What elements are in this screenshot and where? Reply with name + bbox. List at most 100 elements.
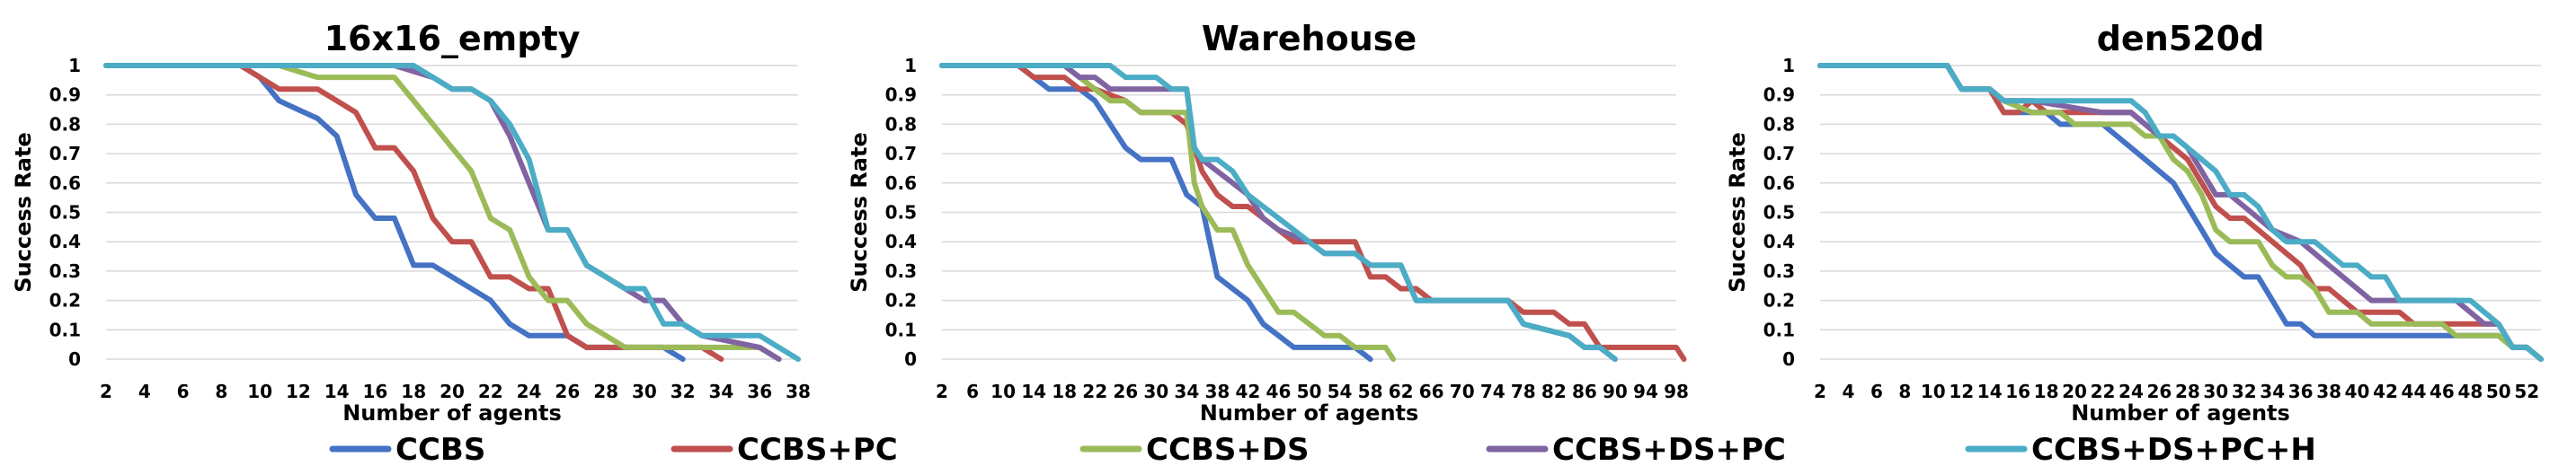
- series-line-ccbs-plus-ds-plus-pc-plus-h: [103, 63, 801, 362]
- x-tick-label: 22: [1082, 381, 1107, 402]
- x-tick-label: 94: [1633, 381, 1658, 402]
- x-tick-label: 38: [1204, 381, 1230, 402]
- x-tick-label: 50: [1297, 381, 1322, 402]
- x-tick-label: 58: [1358, 381, 1383, 402]
- chart-title: den520d: [2097, 19, 2265, 58]
- y-tick-label: 1: [68, 55, 81, 76]
- x-tick-label: 18: [401, 381, 426, 402]
- series-line-ccbs: [939, 63, 1373, 362]
- x-tick-label: 4: [138, 381, 151, 402]
- x-tick-label: 66: [1419, 381, 1444, 402]
- y-axis-label: Success Rate: [847, 132, 872, 292]
- x-tick-label: 42: [1235, 381, 1260, 402]
- x-tick-label: 38: [786, 381, 811, 402]
- x-tick-label: 34: [2260, 381, 2285, 402]
- x-tick-label: 82: [1541, 381, 1567, 402]
- x-tick-label: 18: [2034, 381, 2059, 402]
- x-tick-label: 2: [100, 381, 112, 402]
- x-tick-label: 14: [324, 381, 350, 402]
- x-tick-label: 24: [517, 381, 542, 402]
- x-tick-label: 38: [2316, 381, 2341, 402]
- x-tick-label: 22: [2091, 381, 2116, 402]
- y-tick-label: 0.7: [49, 143, 81, 164]
- x-tick-label: 42: [2373, 381, 2398, 402]
- x-tick-label: 2: [936, 381, 948, 402]
- y-tick-label: 0.1: [1763, 319, 1795, 340]
- y-tick-label: 0.2: [1763, 290, 1795, 312]
- x-tick-label: 86: [1572, 381, 1597, 402]
- x-tick-label: 14: [1021, 381, 1046, 402]
- x-tick-label: 8: [215, 381, 227, 402]
- y-tick-label: 1: [904, 55, 917, 76]
- y-tick-label: 0.9: [1763, 84, 1795, 106]
- x-tick-label: 34: [1174, 381, 1199, 402]
- x-tick-label: 2: [1814, 381, 1826, 402]
- y-tick-label: 0.3: [885, 260, 917, 282]
- x-tick-label: 10: [247, 381, 272, 402]
- y-tick-label: 0.5: [49, 202, 81, 224]
- legend-item: CCBS+DS: [1079, 432, 1310, 468]
- chart-panel-2: 00.10.20.30.40.50.60.70.80.912 6 10 14 18 22 2…: [847, 19, 1689, 426]
- x-tick-label: 48: [2457, 381, 2483, 402]
- y-tick-label: 0.3: [1763, 260, 1795, 282]
- y-tick-label: 0.4: [885, 231, 917, 252]
- x-tick-label: 54: [1328, 381, 1353, 402]
- x-tick-label: 70: [1450, 381, 1475, 402]
- y-tick-label: 0.3: [49, 260, 81, 282]
- y-axis-label: Success Rate: [11, 132, 36, 292]
- x-tick-label: 4: [1842, 381, 1854, 402]
- x-tick-label: 24: [2119, 381, 2144, 402]
- series-line-ccbs-plus-ds-plus-pc-plus-h: [1817, 63, 2544, 362]
- y-tick-label: 0.9: [49, 84, 81, 106]
- y-tick-label: 0.5: [885, 202, 917, 224]
- x-tick-label: 52: [2514, 381, 2539, 402]
- x-tick-label: 18: [1052, 381, 1077, 402]
- x-tick-label: 26: [1113, 381, 1138, 402]
- legend-label: CCBS: [395, 432, 485, 468]
- y-tick-label: 0.5: [1763, 202, 1795, 224]
- x-tick-label: 26: [2146, 381, 2172, 402]
- legend-item: CCBS+DS+PC: [1486, 432, 1786, 468]
- series-line-ccbs-plus-ds: [1817, 63, 2544, 362]
- y-tick-label: 0.9: [885, 84, 917, 106]
- legend-label: CCBS+DS+PC: [1552, 432, 1786, 468]
- series-line-ccbs-plus-pc: [1817, 63, 2544, 362]
- x-tick-label: 36: [2288, 381, 2314, 402]
- chart-title: Warehouse: [1202, 19, 1417, 58]
- chart-panel-1: 00.10.20.30.40.50.60.70.80.912 4 6 8 10 12 14 1…: [11, 19, 811, 426]
- y-tick-label: 0.6: [885, 172, 917, 194]
- x-tick-label: 36: [747, 381, 772, 402]
- legend-item: CCBS: [329, 432, 485, 468]
- x-tick-label: 98: [1664, 381, 1689, 402]
- x-tick-label: 90: [1603, 381, 1628, 402]
- y-tick-label: 0.1: [49, 319, 81, 340]
- legend-item: CCBS+DS+PC+H: [1965, 432, 2316, 468]
- y-tick-label: 0.1: [885, 319, 917, 340]
- x-tick-label: 12: [1949, 381, 1974, 402]
- x-tick-label: 46: [1266, 381, 1292, 402]
- x-tick-label: 6: [966, 381, 979, 402]
- x-tick-label: 16: [363, 381, 388, 402]
- x-tick-label: 20: [2062, 381, 2087, 402]
- x-tick-label: 46: [2429, 381, 2455, 402]
- y-tick-label: 0.7: [885, 143, 917, 164]
- y-tick-label: 0.7: [1763, 143, 1795, 164]
- x-tick-label: 40: [2345, 381, 2370, 402]
- x-tick-label: 28: [2175, 381, 2200, 402]
- y-tick-label: 0.4: [49, 231, 81, 252]
- x-tick-label: 62: [1389, 381, 1414, 402]
- x-tick-label: 34: [709, 381, 734, 402]
- legend-label: CCBS+DS+PC+H: [2031, 432, 2316, 468]
- chart-title: 16x16_empty: [324, 19, 581, 58]
- x-tick-label: 10: [990, 381, 1016, 402]
- x-tick-label: 32: [2232, 381, 2257, 402]
- x-tick-label: 28: [593, 381, 618, 402]
- x-tick-label: 12: [286, 381, 311, 402]
- x-axis-label: Number of agents: [342, 400, 562, 426]
- x-tick-label: 8: [1898, 381, 1911, 402]
- series-line-ccbs: [103, 63, 686, 362]
- x-tick-label: 30: [1143, 381, 1168, 402]
- x-tick-label: 32: [671, 381, 696, 402]
- x-tick-label: 20: [440, 381, 465, 402]
- y-tick-label: 1: [1782, 55, 1795, 76]
